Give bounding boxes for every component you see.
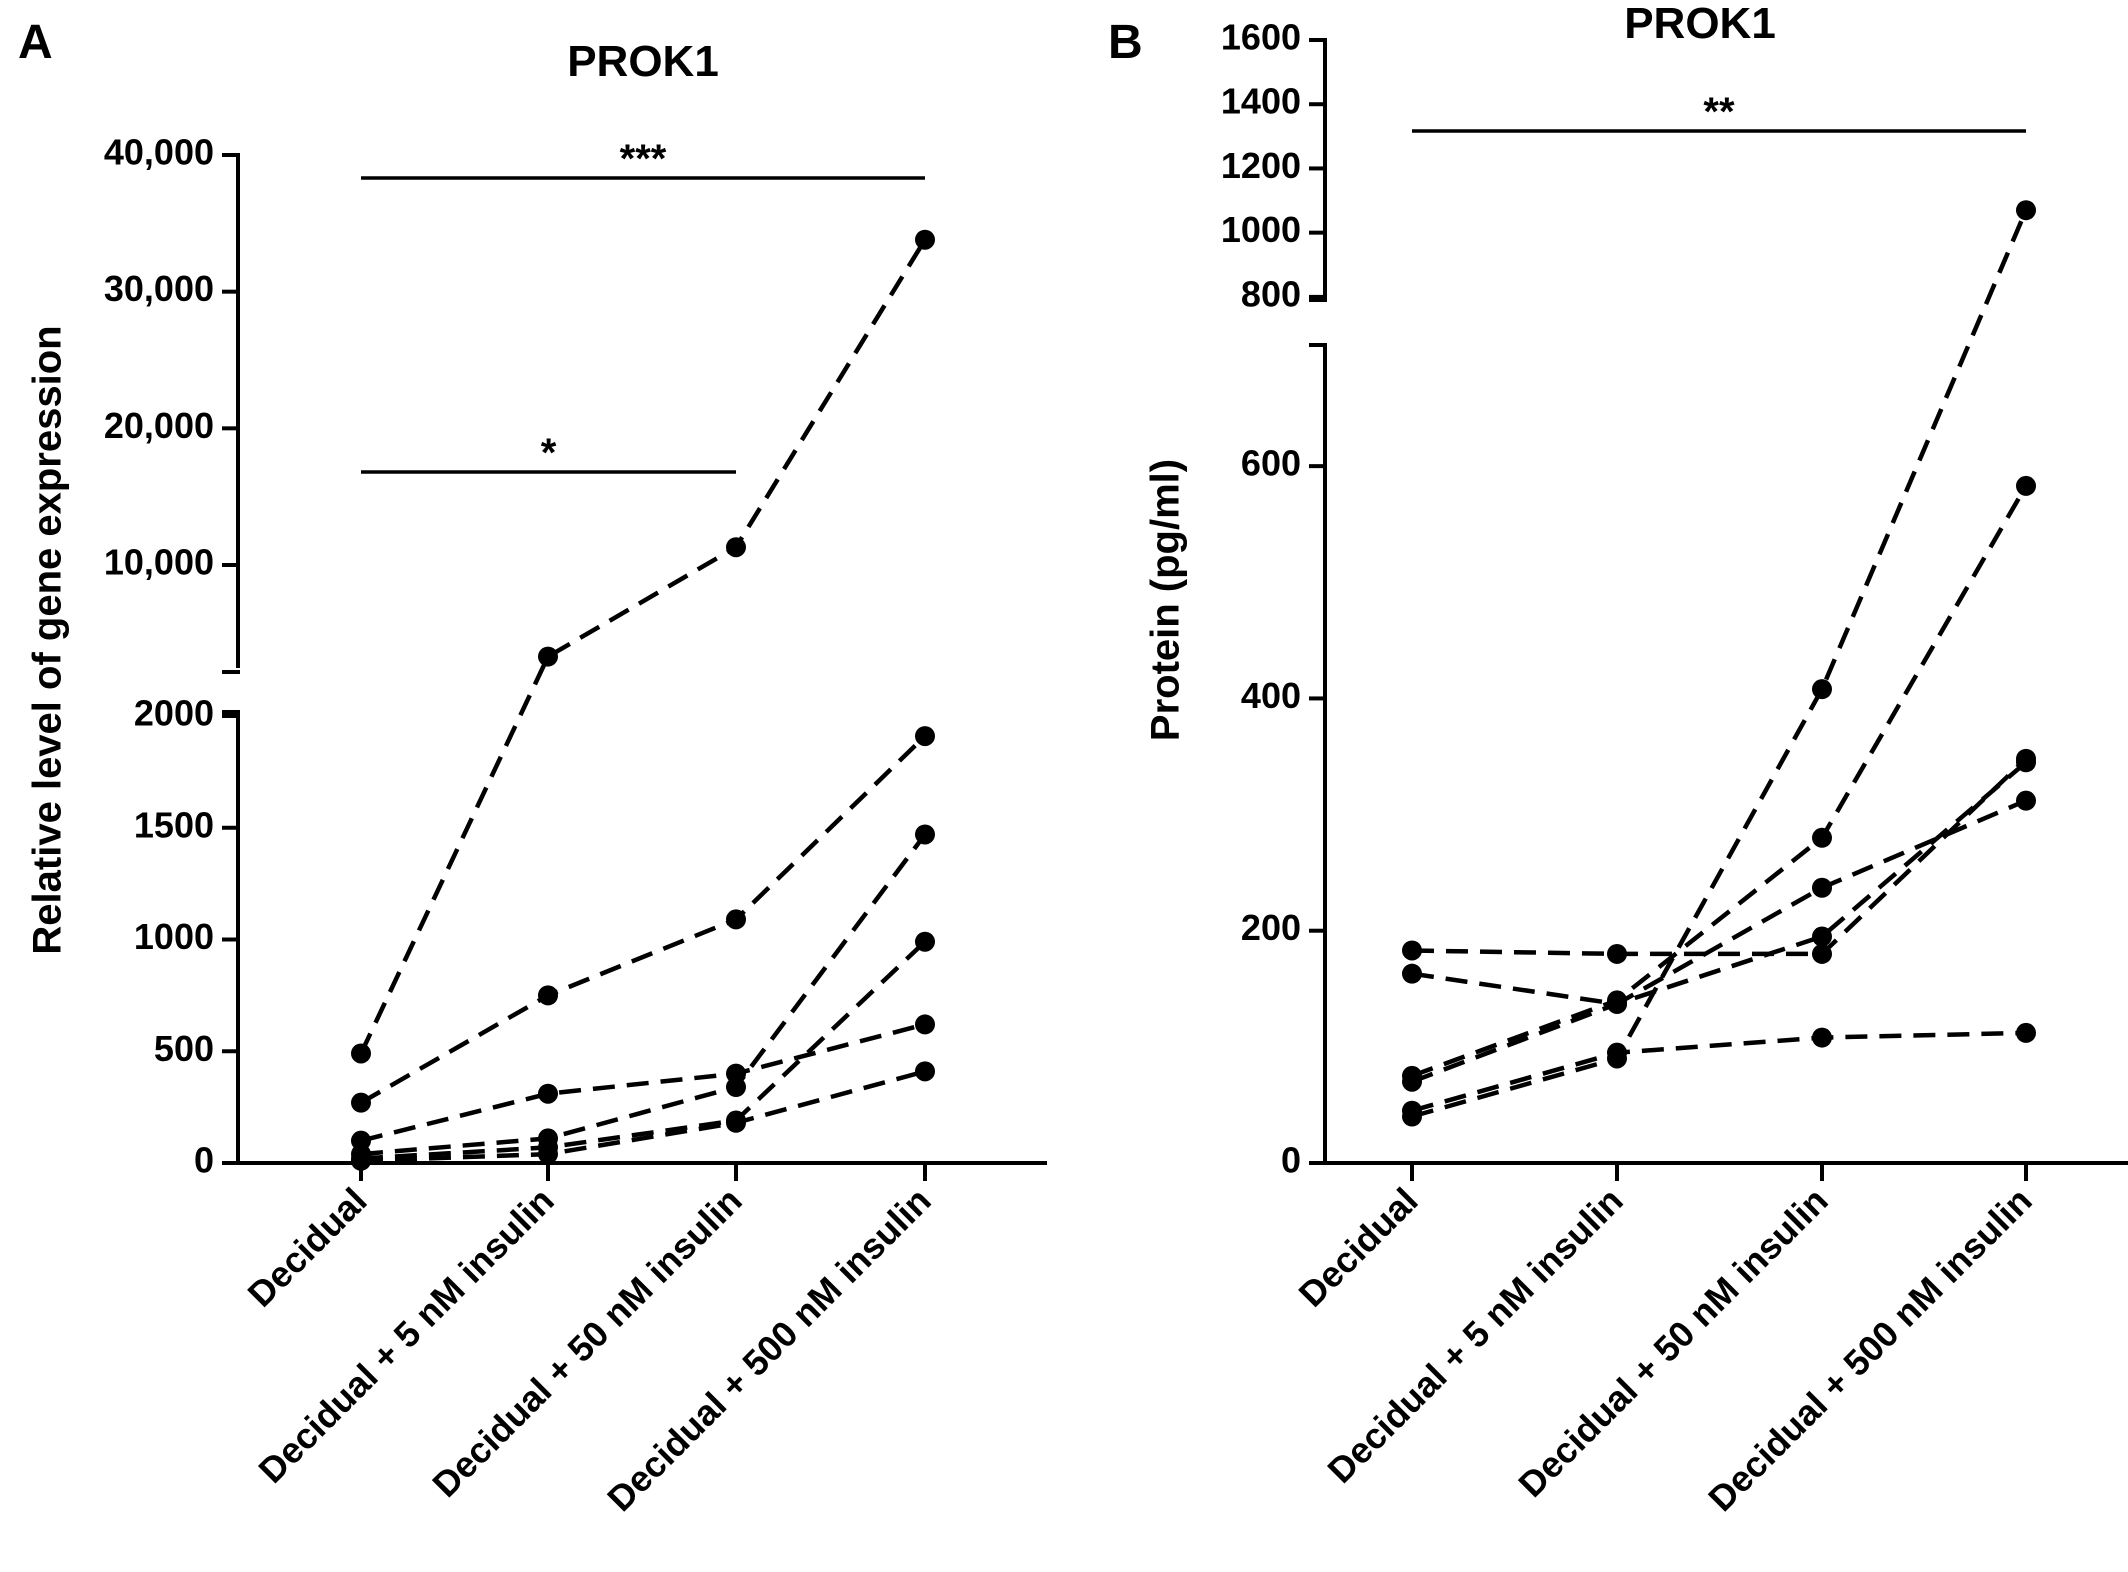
y-axis-title: Protein (pg/ml): [1144, 459, 1188, 741]
series-line: [1411, 484, 2028, 1079]
series-line: [1411, 209, 2029, 1119]
panel-letter: B: [1108, 16, 1143, 69]
data-point: [2016, 200, 2036, 221]
series-line: [1411, 798, 2027, 1007]
panel-a: A PROK1 Relative level of gene expression 0…: [18, 16, 1047, 1519]
series-line: [1411, 757, 2028, 957]
data-point: [1812, 877, 1832, 898]
x-category-label: Decidual + 5 nM insulin: [250, 1180, 561, 1491]
chart-title: PROK1: [1624, 0, 1776, 48]
data-point: [351, 1150, 371, 1171]
x-category-label: Decidual + 50 nM insulin: [424, 1180, 749, 1505]
data-point: [915, 229, 935, 250]
chart-title: PROK1: [567, 37, 719, 86]
y-axis-title: Relative level of gene expression: [26, 325, 70, 954]
significance-label: *: [541, 431, 557, 475]
data-point: [1812, 679, 1832, 700]
y-tick-label: 600: [1241, 443, 1301, 484]
data-point: [2016, 790, 2036, 811]
data-point: [1812, 943, 1832, 964]
data-point: [1402, 963, 1422, 984]
series-line: [359, 734, 927, 1105]
series-line: [360, 1069, 926, 1164]
panel-b: B PROK1 Protein (pg/ml) 0 200 400 600 800 1000 12…: [1108, 0, 2128, 1519]
significance-label: ***: [620, 137, 667, 181]
data-point: [2016, 1022, 2036, 1043]
y-tick-label: 40,000: [104, 132, 214, 173]
series-line: [360, 1022, 926, 1143]
y-tick-label: 400: [1241, 675, 1301, 716]
data-point: [915, 824, 935, 845]
y-tick-label: 1500: [134, 804, 214, 845]
y-tick-label: 20,000: [104, 405, 214, 446]
y-tick-label: 1400: [1221, 81, 1301, 122]
panel-letter: A: [18, 16, 53, 69]
y-tick-label: 0: [194, 1140, 214, 1181]
y-tick-label: 30,000: [104, 268, 214, 309]
x-category-label: Decidual + 500 nM insulin: [1700, 1180, 2039, 1519]
data-point: [538, 646, 558, 667]
y-tick-label: 10,000: [104, 542, 214, 583]
data-point: [726, 537, 746, 558]
y-tick-label: 2000: [134, 693, 214, 734]
y-tick-label: 0: [1281, 1140, 1301, 1181]
data-point: [538, 1083, 558, 1104]
data-point: [1607, 993, 1627, 1014]
data-point: [1402, 1100, 1422, 1121]
data-point: [2016, 475, 2036, 496]
y-tick-label: 1600: [1221, 17, 1301, 58]
data-point: [1812, 827, 1832, 848]
data-point: [1607, 943, 1627, 964]
data-point: [538, 1144, 558, 1165]
y-tick-label: 1000: [1221, 209, 1301, 250]
x-category-label: Decidual + 500 nM insulin: [599, 1180, 938, 1519]
y-tick-label: 200: [1241, 907, 1301, 948]
significance-label: **: [1703, 90, 1735, 134]
data-point: [915, 1014, 935, 1035]
y-tick-label: 1200: [1221, 145, 1301, 186]
data-point: [351, 1092, 371, 1113]
y-tick-label: 800: [1241, 273, 1301, 314]
x-category-label: Decidual: [1291, 1180, 1426, 1315]
y-tick-label: 1000: [134, 916, 214, 957]
series-line: [360, 940, 927, 1161]
series-line: [358, 238, 927, 1055]
x-category-label: Decidual: [240, 1180, 375, 1315]
data-point: [1402, 940, 1422, 961]
data-point: [2016, 752, 2036, 773]
data-point: [726, 909, 746, 930]
data-point: [915, 931, 935, 952]
data-point: [1402, 1071, 1422, 1092]
data-point: [1812, 926, 1832, 947]
data-point: [726, 1112, 746, 1133]
data-point: [538, 985, 558, 1006]
data-point: [351, 1043, 371, 1064]
data-point: [1812, 1027, 1832, 1048]
data-point: [915, 726, 935, 747]
data-point: [726, 1077, 746, 1098]
y-tick-label: 500: [154, 1028, 214, 1069]
series-line: [360, 833, 927, 1157]
data-point: [915, 1061, 935, 1082]
series-line: [1411, 1030, 2027, 1113]
series-line: [1411, 760, 2028, 1084]
data-point: [1607, 1042, 1627, 1063]
